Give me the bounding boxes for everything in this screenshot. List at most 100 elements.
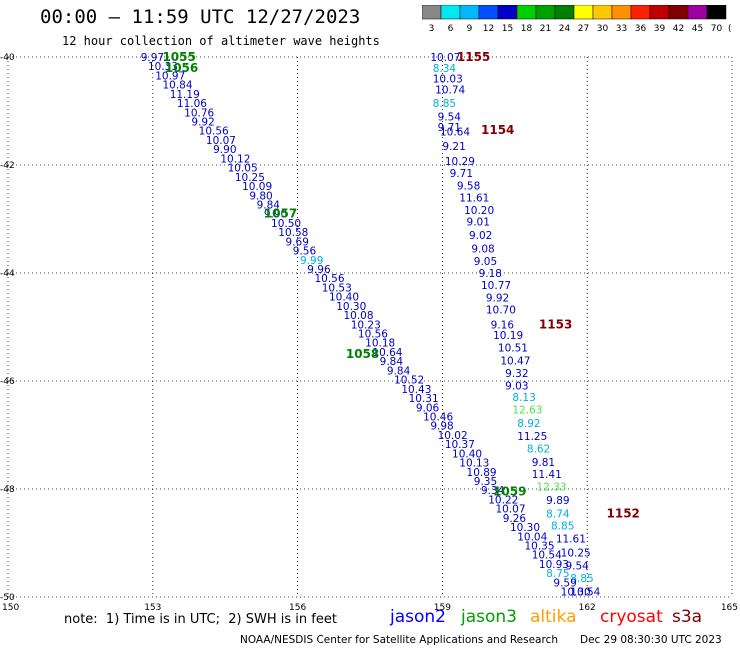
y-tick-label: -44 [0, 269, 15, 279]
data-label: 11.06 [177, 98, 207, 110]
data-label: 10.25 [561, 548, 591, 560]
data-label: 10.07 [430, 52, 460, 64]
data-label: 11.25 [517, 431, 547, 443]
time-label: 1058 [346, 347, 379, 361]
data-label: 10.33 [148, 61, 178, 73]
data-label: 9.56 [293, 246, 317, 258]
data-label: 9.21 [442, 141, 465, 153]
data-label: 10.84 [162, 80, 192, 92]
data-label: 8.13 [512, 392, 535, 404]
data-label: 10.02 [438, 430, 468, 442]
scale-level-label: 12 [483, 24, 494, 34]
data-label: 10.70 [486, 305, 516, 317]
data-label: 9.92 [191, 117, 214, 129]
data-label: 8.92 [517, 418, 540, 430]
legend-altika: altika [530, 607, 577, 627]
x-tick-label: 162 [579, 603, 596, 610]
scale-level-label: 27 [578, 24, 589, 34]
data-label: 10.56 [199, 126, 229, 138]
data-label: 10.30 [510, 522, 540, 534]
data-label: 10.46 [423, 411, 453, 423]
data-label: 10.19 [493, 330, 523, 342]
data-label: 10.30 [561, 587, 591, 599]
data-label: 10.76 [184, 107, 214, 119]
data-label: 10.12 [220, 153, 250, 165]
data-label: 10.40 [452, 448, 482, 460]
data-label: 9.84 [257, 199, 281, 211]
scale-level-label: 15 [502, 24, 513, 34]
chart-title: 00:00 – 11:59 UTC 12/27/2023 [40, 6, 361, 28]
data-label: 9.06 [416, 402, 440, 414]
data-label: 10.93 [539, 559, 569, 571]
data-label: 10.13 [459, 458, 489, 470]
data-label: 8.62 [527, 444, 550, 456]
data-label: 10.51 [498, 343, 528, 355]
y-tick-label: -42 [0, 161, 15, 171]
data-label: 9.59 [553, 577, 576, 589]
data-label: 10.08 [343, 310, 373, 322]
data-label: 9.54 [565, 561, 589, 573]
data-label: 10.07 [206, 135, 236, 147]
data-label: 11.61 [459, 192, 489, 204]
time-label: 1056 [165, 61, 198, 75]
data-label: 12.63 [512, 405, 542, 417]
data-label: 9.03 [505, 380, 528, 392]
data-label: 10.35 [524, 541, 554, 553]
legend-cryosat: cryosat [600, 607, 663, 627]
x-tick-label: 150 [2, 603, 19, 610]
data-label: 10.97 [155, 70, 185, 82]
data-label: 10.04 [517, 531, 547, 543]
scale-swatch [706, 5, 727, 20]
data-label: 9.71 [438, 122, 461, 134]
data-label: 10.25 [235, 172, 265, 184]
generated-timestamp: Dec 29 08:30:30 UTC 2023 [580, 634, 722, 646]
data-label: 9.02 [469, 230, 492, 242]
data-label: 10.52 [394, 375, 424, 387]
scale-level-label: 30 [597, 24, 609, 34]
data-label: 8.34 [433, 63, 457, 75]
data-label: 10.56 [314, 273, 344, 285]
data-label: 9.54 [438, 111, 462, 123]
x-tick-label: 153 [144, 603, 161, 610]
data-label: 10.43 [401, 384, 431, 396]
y-tick-label: -50 [0, 593, 15, 603]
data-label: 10.77 [481, 280, 511, 292]
data-label: 10.53 [322, 282, 352, 294]
data-label: 10.23 [351, 319, 381, 331]
scale-level-label: 21 [540, 24, 551, 34]
data-label: 12.33 [537, 481, 567, 493]
data-label: 9.16 [491, 319, 515, 331]
data-label: 9.58 [457, 181, 480, 193]
data-label: 10.18 [365, 338, 395, 350]
data-label: 10.40 [329, 292, 359, 304]
data-label: 10.29 [445, 156, 475, 168]
data-label: 10.07 [495, 504, 525, 516]
legend-jason2: jason2 [390, 607, 446, 627]
data-label: 9.08 [471, 244, 494, 256]
scale-level-label: 42 [673, 24, 684, 34]
scale-level-label: 18 [521, 24, 533, 34]
chart-subtitle: 12 hour collection of altimeter wave hei… [62, 34, 380, 48]
scale-level-label: 24 [559, 24, 571, 34]
data-label: 9.84 [387, 365, 411, 377]
scale-level-label: 6 [448, 24, 454, 34]
data-label: 10.03 [433, 74, 463, 86]
data-label: 9.90 [213, 144, 236, 156]
data-label: 9.89 [546, 495, 569, 507]
time-label: 1059 [493, 485, 526, 499]
footnote: note: 1) Time is in UTC; 2) SWH is in fe… [64, 612, 337, 627]
data-label: 9.81 [532, 457, 555, 469]
data-label: 9.97 [141, 52, 164, 64]
data-label: 10.20 [464, 205, 494, 217]
data-label: 9.18 [479, 268, 502, 280]
time-label: 1055 [162, 50, 195, 64]
data-label: 9.71 [450, 168, 473, 180]
data-label: 9.84 [380, 356, 404, 368]
scale-level-label: 33 [616, 24, 627, 34]
scale-unit-label: (ft) [728, 24, 732, 34]
legend-jason3: jason3 [461, 607, 517, 627]
data-label: 9.98 [430, 421, 453, 433]
scale-level-label: 9 [467, 24, 473, 34]
data-label: 9.05 [474, 256, 497, 268]
data-label: 10.74 [435, 84, 465, 96]
